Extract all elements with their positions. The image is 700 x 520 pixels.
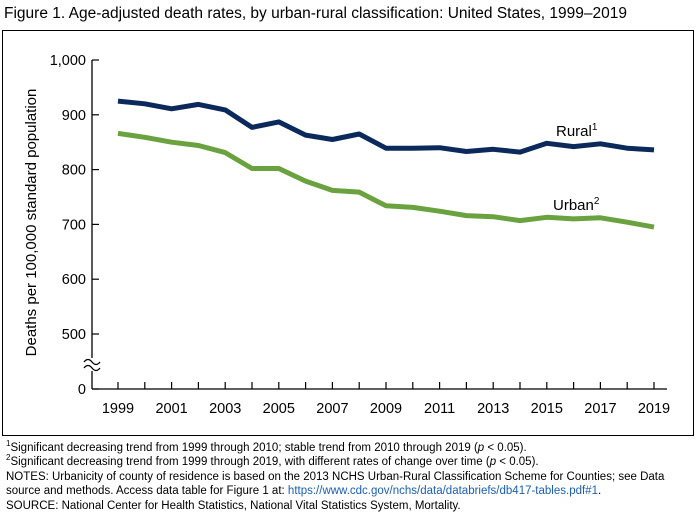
chart-labels: Rural1 Urban2 xyxy=(553,122,600,214)
figure-title: Figure 1. Age-adjusted death rates, by u… xyxy=(4,5,627,22)
chart-axes: 1,000 900 800 700 600 500 0 1999 2001 2003 2005 200… xyxy=(23,53,670,417)
axis-break-mark-lower xyxy=(83,364,101,372)
footnote-2-marker: 2 xyxy=(6,453,11,463)
y-tick-label: 1,000 xyxy=(50,53,86,69)
line-chart: 1,000 900 800 700 600 500 0 1999 2001 2003 2005 200… xyxy=(23,53,670,417)
source-text: SOURCE: National Center for Health Stati… xyxy=(6,499,461,512)
footnote-1-marker: 1 xyxy=(6,439,11,449)
y-tick-label: 700 xyxy=(62,217,86,233)
x-tick-label: 2011 xyxy=(424,401,455,417)
series-label-rural: Rural1 xyxy=(556,122,598,140)
x-tick-label: 2013 xyxy=(477,401,509,417)
x-tick-label: 2003 xyxy=(209,401,241,417)
y-tick-label: 0 xyxy=(78,382,86,398)
chart-frame xyxy=(2,30,694,436)
x-tick-label: 1999 xyxy=(102,401,134,417)
data-table-link[interactable]: https://www.cdc.gov/nchs/data/databriefs… xyxy=(287,485,598,498)
y-axis-title: Deaths per 100,000 standard population xyxy=(23,89,40,357)
footnotes: 1Significant decreasing trend from 1999 … xyxy=(6,439,696,513)
x-tick-label: 2009 xyxy=(370,401,402,417)
x-tick-label: 2017 xyxy=(584,401,616,417)
y-tick-label: 900 xyxy=(62,108,86,124)
x-tick-label: 2001 xyxy=(155,401,187,417)
x-tick-label: 2007 xyxy=(316,401,348,417)
y-tick-label: 500 xyxy=(62,327,86,343)
x-tick-label: 2005 xyxy=(263,401,295,417)
footnote-2: 2Significant decreasing trend from 1999 … xyxy=(6,453,539,469)
series-label-urban: Urban2 xyxy=(553,196,600,214)
notes-text: NOTES: Urbanicity of county of residence… xyxy=(6,470,665,498)
x-tick-label: 2015 xyxy=(531,401,563,417)
axis-break-mark xyxy=(83,358,101,366)
y-tick-label: 800 xyxy=(62,163,86,179)
chart-series xyxy=(117,98,655,230)
x-tick-label: 2019 xyxy=(638,401,670,417)
y-tick-label: 600 xyxy=(62,272,86,288)
footnote-1: 1Significant decreasing trend from 1999 … xyxy=(6,439,527,454)
